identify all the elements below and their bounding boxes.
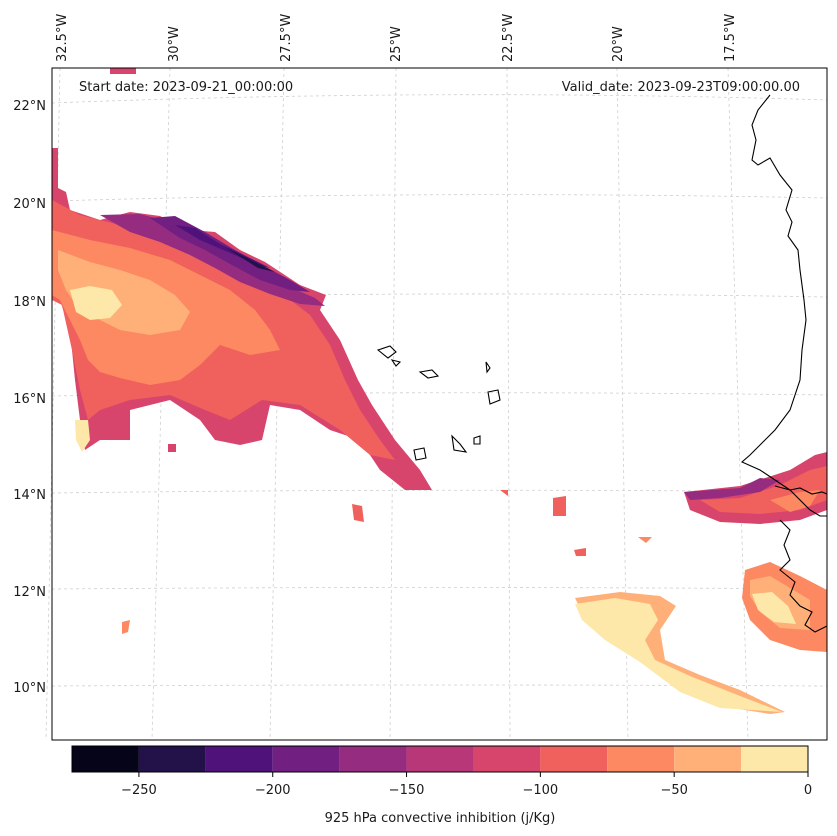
cabo-verde-maio bbox=[473, 435, 481, 445]
gridline-lat-10 bbox=[51, 684, 828, 687]
cabo-verde-boa-vista bbox=[487, 389, 501, 405]
colorbar-tick-label: −250 bbox=[121, 783, 157, 798]
colorbar-frame bbox=[71, 745, 809, 773]
latitude-label: 12°N bbox=[13, 585, 46, 600]
gridline-lat-22 bbox=[51, 94, 828, 104]
africa-coastline bbox=[740, 94, 828, 495]
colorbar-tick-label: −150 bbox=[389, 783, 425, 798]
latitude-label: 18°N bbox=[13, 295, 46, 310]
map-frame bbox=[51, 67, 828, 741]
colorbar-tick-label: −50 bbox=[660, 783, 687, 798]
gridline-lon-25 bbox=[389, 67, 397, 741]
cabo-verde-santiago bbox=[451, 434, 468, 453]
colorbar: −250 −200 −150 −100 −50 0 925 hPa convective … bbox=[71, 745, 812, 826]
map-panel bbox=[45, 67, 828, 741]
colorbar-tick-label: 0 bbox=[804, 783, 812, 798]
latitude-label: 14°N bbox=[13, 488, 46, 503]
longitude-label: 32.5°W bbox=[55, 14, 70, 62]
colorbar-cell bbox=[406, 746, 474, 772]
gridline-lon-32-5 bbox=[45, 67, 61, 741]
start-date-label: Start date: 2023-09-21_00:00:00 bbox=[79, 80, 293, 95]
gridline-lat-20 bbox=[51, 194, 828, 202]
colorbar-cell bbox=[72, 746, 139, 772]
colorbar-ticks: −250 −200 −150 −100 −50 0 bbox=[121, 772, 812, 798]
cabo-verde-sao-nicolau bbox=[418, 369, 440, 379]
gridline-lon-22-5 bbox=[506, 67, 511, 741]
cabo-verde-sal bbox=[485, 361, 491, 374]
cin-field-east bbox=[110, 68, 827, 714]
latitude-label: 10°N bbox=[13, 681, 46, 696]
longitude-labels: 32.5°W 30°W 27.5°W 25°W 22.5°W 20°W 17.5°W bbox=[55, 14, 738, 62]
coastlines bbox=[376, 94, 828, 633]
colorbar-cell bbox=[607, 746, 675, 772]
latitude-label: 22°N bbox=[13, 99, 46, 114]
gridline-lat-14 bbox=[51, 489, 828, 494]
gridline-lat-12 bbox=[51, 587, 828, 590]
latitude-label: 20°N bbox=[13, 197, 46, 212]
colorbar-cell bbox=[741, 746, 808, 772]
longitude-label: 25°W bbox=[389, 26, 404, 62]
valid-date-label: Valid_date: 2023-09-23T09:00:00.00 bbox=[562, 80, 800, 95]
cin-field-west bbox=[52, 148, 432, 634]
colorbar-cells bbox=[72, 746, 808, 772]
gridline-lon-17-5 bbox=[727, 67, 749, 741]
longitude-label: 30°W bbox=[167, 26, 182, 62]
cabo-verde-sao-vicente bbox=[390, 359, 402, 367]
longitude-label: 22.5°W bbox=[501, 14, 516, 62]
colorbar-cell bbox=[205, 746, 273, 772]
latitude-labels: 22°N 20°N 18°N 16°N 14°N 12°N 10°N bbox=[13, 99, 46, 696]
longitude-label: 27.5°W bbox=[279, 14, 294, 62]
colorbar-cell bbox=[138, 746, 206, 772]
colorbar-cell bbox=[540, 746, 608, 772]
colorbar-cell bbox=[674, 746, 742, 772]
gridline-lon-30 bbox=[151, 67, 171, 741]
guinea-coastline bbox=[779, 519, 828, 633]
map-background bbox=[52, 68, 827, 740]
longitude-label: 20°W bbox=[611, 26, 626, 62]
colorbar-tick-label: −100 bbox=[523, 783, 559, 798]
gambia-border bbox=[774, 485, 827, 517]
colorbar-label: 925 hPa convective inhibition (j/Kg) bbox=[325, 811, 556, 826]
cabo-verde-santo-antao bbox=[376, 345, 397, 359]
colorbar-cell bbox=[473, 746, 541, 772]
longitude-label: 17.5°W bbox=[723, 14, 738, 62]
colorbar-cell bbox=[272, 746, 340, 772]
cabo-verde-fogo bbox=[413, 447, 427, 461]
colorbar-tick-label: −200 bbox=[255, 783, 291, 798]
latitude-label: 16°N bbox=[13, 392, 46, 407]
colorbar-cell bbox=[339, 746, 407, 772]
